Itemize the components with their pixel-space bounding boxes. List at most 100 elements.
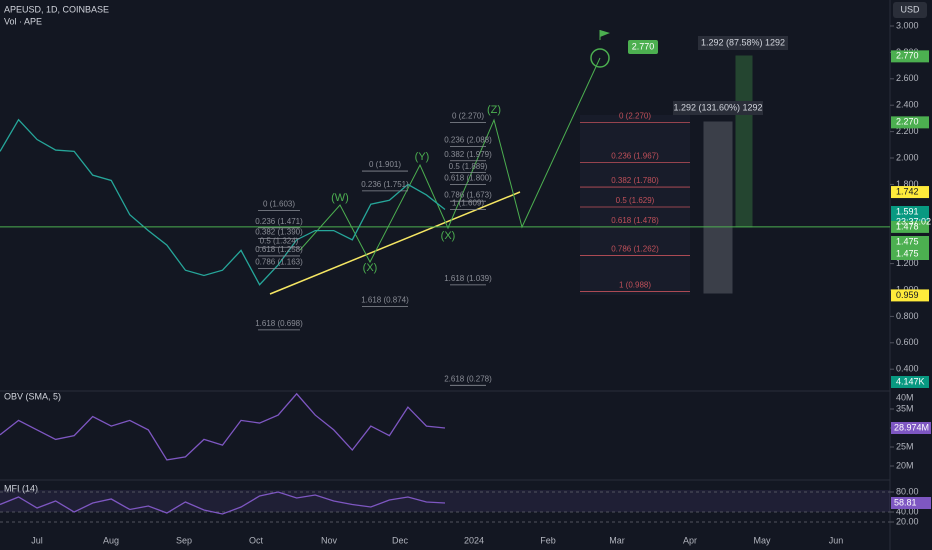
countdown: 23:37:02 xyxy=(896,216,931,226)
measure-box xyxy=(735,55,753,228)
x-tick-label: May xyxy=(753,535,771,545)
price-badge xyxy=(891,50,929,63)
x-tick-label: Jul xyxy=(31,535,43,545)
y-tick-label: 0.800 xyxy=(896,311,919,321)
measure-label-box xyxy=(698,36,788,50)
wave-label: (X) xyxy=(363,262,378,274)
y-tick-label: 40.00 xyxy=(896,506,919,516)
wave-projection xyxy=(299,57,601,264)
wave-label: (W) xyxy=(331,192,349,204)
y-tick-label: 20.00 xyxy=(896,516,919,526)
fib-label: 0.618 (1.258) xyxy=(255,245,303,254)
current-badge xyxy=(891,497,931,509)
fib-label: 0.786 (1.163) xyxy=(255,258,303,267)
fib-label: 0.5 (1.889) xyxy=(449,162,488,171)
fib-label: 0.618 (1.478) xyxy=(611,216,659,225)
x-tick-label: Nov xyxy=(321,535,338,545)
fib-label: 1 (0.988) xyxy=(619,281,651,290)
price-badge-label: 0.959 xyxy=(896,290,919,300)
fib-label: 0.382 (1.390) xyxy=(255,228,303,237)
fib-label: 0 (2.270) xyxy=(619,111,651,120)
wave-label: (X) xyxy=(441,230,456,242)
pane-title: OBV (SMA, 5) xyxy=(4,391,61,401)
x-tick-label: Feb xyxy=(540,535,556,545)
fib-label: 1.618 (1.039) xyxy=(444,274,492,283)
y-tick-label: 0.600 xyxy=(896,337,919,347)
target-badge xyxy=(628,40,658,54)
x-tick-label: Aug xyxy=(103,535,119,545)
y-tick-label: 2.200 xyxy=(896,126,919,136)
price-badge xyxy=(891,116,929,129)
fib-zone xyxy=(580,115,690,295)
x-tick-label: Mar xyxy=(609,535,625,545)
series-line xyxy=(0,491,446,515)
fib-label: 0.382 (1.780) xyxy=(611,176,659,185)
x-tick-label: Dec xyxy=(392,535,409,545)
price-badge xyxy=(891,186,929,199)
series-line xyxy=(0,392,446,461)
y-tick-label: 3.000 xyxy=(896,20,919,30)
measure-label-box xyxy=(673,101,763,115)
fib-label: 0.236 (1.751) xyxy=(361,180,409,189)
wave-label: (Y) xyxy=(415,151,430,163)
fib-label: 0.786 (1.673) xyxy=(444,190,492,199)
volume-label: Vol · APE xyxy=(4,16,42,26)
currency-button[interactable] xyxy=(893,2,927,18)
fib-label: 0.382 (1.979) xyxy=(444,150,492,159)
y-tick-label: 1.000 xyxy=(896,284,919,294)
fib-label: 0 (1.901) xyxy=(369,160,401,169)
price-badge xyxy=(891,289,929,302)
fib-label: 1.618 (0.698) xyxy=(255,319,303,328)
current-label: 28.974M xyxy=(894,422,929,432)
mfi-band xyxy=(0,490,890,512)
fib-label: 0.5 (1.629) xyxy=(616,196,655,205)
y-tick-label: 40M xyxy=(896,392,914,402)
trendline xyxy=(269,191,521,295)
price-badge-label: 1.742 xyxy=(896,186,919,196)
price-badge-label: 1.478 xyxy=(896,221,919,231)
symbol: APEUSD, 1D, COINBASE xyxy=(4,4,109,14)
x-tick-label: Oct xyxy=(249,535,264,545)
fib-label: 0 (2.270) xyxy=(452,111,484,120)
fib-label: 0.236 (1.967) xyxy=(611,151,659,160)
y-tick-label: 35M xyxy=(896,403,914,413)
price-badge-label: 1.475 xyxy=(896,248,919,258)
wave-label: (Z) xyxy=(487,104,501,116)
y-tick-label: 20M xyxy=(896,460,914,470)
flag xyxy=(600,30,610,37)
y-tick-label: 0.400 xyxy=(896,364,919,374)
target-circle xyxy=(590,48,610,68)
price-badge xyxy=(891,236,929,248)
volume-badge-label: 4.147K xyxy=(896,376,925,386)
pane-title: MFI (14) xyxy=(4,483,38,493)
y-tick-label: 2.400 xyxy=(896,100,919,110)
fib-label: 0.5 (1.324) xyxy=(260,236,299,245)
y-tick-label: 2.000 xyxy=(896,152,919,162)
y-tick-label: 80.00 xyxy=(896,486,919,496)
y-tick-label: 2.600 xyxy=(896,73,919,83)
x-tick-label: 2024 xyxy=(464,535,484,545)
measure-box xyxy=(703,121,733,294)
price-badge xyxy=(891,248,929,260)
fib-label: 0.618 (1.800) xyxy=(444,174,492,183)
price-badge xyxy=(891,220,929,233)
x-tick-label: Sep xyxy=(176,535,192,545)
series-line xyxy=(0,118,446,286)
target-label: 2.770 xyxy=(632,41,655,51)
currency[interactable]: USD xyxy=(900,4,920,14)
fib-label: 1.618 (0.874) xyxy=(361,296,409,305)
current-label: 58.81 xyxy=(894,497,917,507)
y-tick-label: 1.800 xyxy=(896,179,919,189)
fib-label: 0.786 (1.262) xyxy=(611,245,659,254)
price-badge-label: 2.270 xyxy=(896,117,919,127)
price-badge-label: 1.591 xyxy=(896,206,919,216)
price-badge-label: 2.770 xyxy=(896,51,919,61)
fib-label: 1 (1.609) xyxy=(452,199,484,208)
fib-label: 0.236 (2.088) xyxy=(444,135,492,144)
x-tick-label: Jun xyxy=(829,535,844,545)
y-tick-label: 25M xyxy=(896,441,914,451)
current-badge xyxy=(891,421,931,434)
measure-label: 1.292 (131.60%) 1292 xyxy=(673,102,762,112)
